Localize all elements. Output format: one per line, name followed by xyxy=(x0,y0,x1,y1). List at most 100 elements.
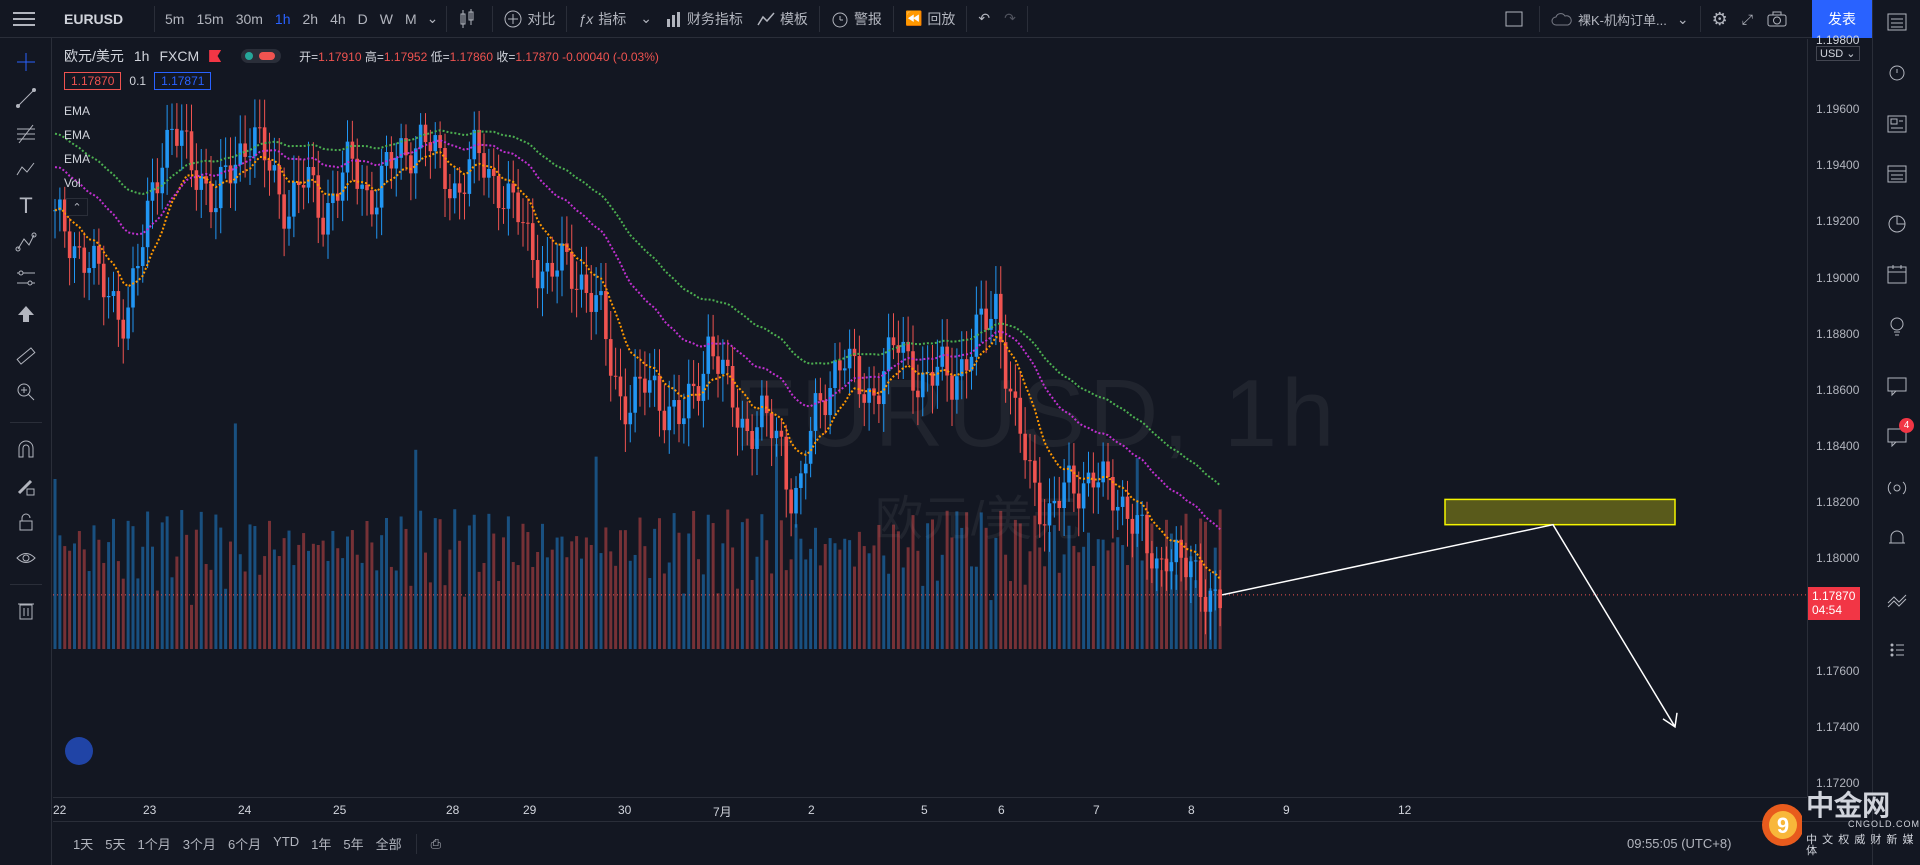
templates-button[interactable]: 模板 xyxy=(750,4,815,34)
candle-body xyxy=(652,375,657,381)
compare-button[interactable]: 对比 xyxy=(497,4,562,34)
crosshair-icon[interactable] xyxy=(12,48,40,76)
forecast-icon[interactable] xyxy=(12,228,40,256)
ema-indicator-label[interactable]: EMA xyxy=(64,152,91,166)
interval-15m[interactable]: 15m xyxy=(196,10,224,27)
alerts-button[interactable]: 警报 xyxy=(824,4,889,34)
candle-body xyxy=(852,348,857,357)
screenshot-button[interactable] xyxy=(1760,4,1799,34)
candle-body xyxy=(384,152,389,166)
interval-W[interactable]: W xyxy=(379,10,393,27)
publish-button[interactable]: 发表 xyxy=(1812,0,1872,38)
interval-30m[interactable]: 30m xyxy=(235,10,263,27)
range-button[interactable]: 6个月 xyxy=(227,837,262,852)
pattern-icon[interactable] xyxy=(12,156,40,184)
streams-icon[interactable] xyxy=(1883,474,1911,502)
lock-icon[interactable] xyxy=(12,508,40,536)
news-icon[interactable] xyxy=(1883,110,1911,138)
notifications-icon[interactable]: 4 xyxy=(1883,418,1914,450)
bell-icon[interactable] xyxy=(1883,524,1911,552)
ema-indicator-label[interactable]: EMA xyxy=(64,128,91,142)
trading-panel-icon[interactable] xyxy=(1883,586,1911,614)
candle-body xyxy=(350,141,355,159)
range-button[interactable]: 1年 xyxy=(311,837,332,852)
data-window-icon[interactable] xyxy=(1883,160,1911,188)
watchlist-icon[interactable] xyxy=(1883,8,1911,36)
candle-body xyxy=(979,308,984,315)
ideas-icon[interactable] xyxy=(1883,312,1911,340)
currency-selector[interactable]: USD ⌄ xyxy=(1816,46,1860,61)
range-button[interactable]: 5天 xyxy=(105,837,126,852)
magnet-icon[interactable] xyxy=(12,436,40,464)
time-axis[interactable]: 22 23 24 25 28 29 30 7月 2 5 6 7 8 9 12 xyxy=(53,797,1807,821)
replay-button[interactable]: ⏪ 回放 xyxy=(898,4,962,34)
volume-bar xyxy=(511,562,515,649)
flag-icon[interactable] xyxy=(209,50,222,62)
volume-bar xyxy=(896,531,900,649)
alarm-icon[interactable] xyxy=(1883,58,1911,86)
menu-icon[interactable] xyxy=(0,4,52,34)
redo-button[interactable]: ↷ xyxy=(997,4,1023,34)
financials-button[interactable]: 财务指标 xyxy=(659,4,750,34)
interval-1h[interactable]: 1h xyxy=(274,10,291,27)
candle-body xyxy=(823,400,828,416)
indicators-button[interactable]: ƒx 指标 ⌄ xyxy=(571,4,659,34)
legend-title[interactable]: 欧元/美元 xyxy=(64,48,124,64)
candle-body xyxy=(1174,539,1179,563)
eye-icon[interactable] xyxy=(12,544,40,572)
range-button[interactable]: 3个月 xyxy=(182,837,216,852)
collapse-legend-button[interactable]: ⌃ xyxy=(66,198,88,216)
pencil-lock-icon[interactable] xyxy=(12,472,40,500)
candle-body xyxy=(920,372,925,398)
buy-price-button[interactable]: 1.17871 xyxy=(154,72,212,90)
zoom-in-icon[interactable] xyxy=(12,378,40,406)
settings-button[interactable]: ⚙ xyxy=(1705,4,1735,34)
hotlist-icon[interactable] xyxy=(1883,210,1911,238)
goto-date-icon[interactable]: ⎙ xyxy=(430,835,442,851)
price-chart[interactable] xyxy=(53,39,1807,797)
volume-bar xyxy=(857,531,861,649)
interval-M[interactable]: M xyxy=(405,10,417,27)
ema-indicator-label[interactable]: EMA xyxy=(64,104,91,118)
symbol-search[interactable]: EURUSD xyxy=(64,10,124,27)
more-icon[interactable] xyxy=(1883,636,1911,664)
fullscreen-layout-button[interactable] xyxy=(1498,4,1535,34)
volume-bar xyxy=(828,538,832,649)
fullscreen-button[interactable]: ⤢ xyxy=(1735,4,1760,34)
rewind-icon: ⏪ xyxy=(904,10,923,26)
sell-price-button[interactable]: 1.17870 xyxy=(64,72,122,90)
measure-icon[interactable] xyxy=(12,264,40,292)
arrow-up-icon[interactable] xyxy=(12,300,40,328)
calendar-icon[interactable] xyxy=(1883,260,1911,288)
volume-bar xyxy=(1101,539,1105,649)
text-tool-icon[interactable]: T xyxy=(19,193,33,218)
range-button[interactable]: YTD xyxy=(273,834,300,849)
range-button[interactable]: 1天 xyxy=(73,837,94,852)
volume-indicator-label[interactable]: Vol xyxy=(64,176,81,190)
ruler-icon[interactable] xyxy=(12,342,40,370)
market-status-toggle[interactable] xyxy=(241,49,282,63)
chevron-down-icon[interactable]: ⌄ xyxy=(426,10,439,26)
range-button[interactable]: 1个月 xyxy=(137,837,171,852)
layout-selector[interactable]: 裸K-机构订单... ⌄ xyxy=(1544,4,1696,34)
trendline-icon[interactable] xyxy=(12,84,40,112)
candle-style-button[interactable] xyxy=(451,4,488,34)
interval-D[interactable]: D xyxy=(357,10,368,27)
price-axis[interactable]: 1.19800 USD ⌄ 1.19600 1.19400 1.19200 1.190… xyxy=(1807,33,1872,797)
undo-button[interactable]: ↶ xyxy=(971,4,997,34)
chat-icon[interactable] xyxy=(1883,372,1911,400)
clock[interactable]: 09:55:05 (UTC+8) xyxy=(1627,836,1732,851)
range-button[interactable]: 5年 xyxy=(343,837,364,852)
volume-bar xyxy=(58,535,62,649)
interval-4h[interactable]: 4h xyxy=(330,10,346,27)
candle-body xyxy=(506,183,511,209)
volume-bar xyxy=(838,549,842,649)
candle-body xyxy=(496,175,501,209)
trash-icon[interactable] xyxy=(12,596,40,624)
fib-retracement-icon[interactable] xyxy=(12,120,40,148)
interval-5m[interactable]: 5m xyxy=(165,10,185,27)
interval-2h[interactable]: 2h xyxy=(302,10,319,27)
chart-pane[interactable]: EURUSD, 1h 欧元/美元 xyxy=(53,39,1807,797)
range-button[interactable]: 全部 xyxy=(375,837,402,852)
volume-bar xyxy=(716,593,720,649)
